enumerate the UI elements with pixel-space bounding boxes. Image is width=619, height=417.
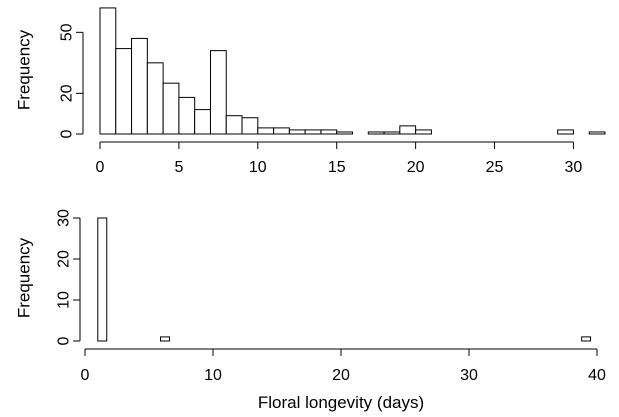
x-tick-label: 10 <box>249 159 267 176</box>
y-tick-label: 20 <box>56 250 73 268</box>
x-tick-label: 20 <box>407 159 425 176</box>
histogram-bar <box>588 131 606 135</box>
histogram-top: 0 5 10 15 20 25 30 0 20 50 Frequency <box>15 7 606 176</box>
histogram-bar <box>383 131 401 135</box>
y-tick-label: 0 <box>56 336 73 345</box>
y-tick-label: 10 <box>56 291 73 309</box>
histogram-bar <box>131 37 148 135</box>
x-tick-label: 10 <box>204 367 222 384</box>
x-tick-label: 40 <box>588 367 606 384</box>
x-tick-label: 0 <box>96 159 105 176</box>
histogram-bar <box>257 127 275 135</box>
histogram-bar <box>97 217 108 342</box>
y-axis-title: Frequency <box>15 237 34 318</box>
histogram-bar <box>415 129 432 135</box>
histogram-bar <box>320 129 338 135</box>
x-tick-label: 5 <box>174 159 183 176</box>
histogram-bar <box>209 50 227 135</box>
x-tick-label: 15 <box>328 159 346 176</box>
histogram-bar <box>99 7 117 135</box>
histogram-bar <box>304 129 322 135</box>
y-tick-label: 0 <box>59 129 76 138</box>
histogram-bar <box>194 109 211 135</box>
y-tick-label: 30 <box>56 209 73 227</box>
histogram-bar <box>273 127 290 135</box>
x-axis-title: Floral longevity (days) <box>258 393 424 412</box>
histogram-bar <box>178 96 196 135</box>
x-tick-label: 0 <box>81 367 90 384</box>
histogram-bar <box>288 129 306 135</box>
histogram-bar <box>241 117 259 135</box>
histogram-bar <box>115 48 133 135</box>
histogram-bar <box>399 125 417 135</box>
histogram-bar <box>160 336 170 342</box>
histogram-bar <box>146 62 164 135</box>
x-tick-label: 25 <box>486 159 504 176</box>
x-tick-label: 20 <box>332 367 350 384</box>
histogram-bar <box>581 336 592 342</box>
histogram-bar <box>557 129 574 135</box>
y-tick-label: 50 <box>59 23 76 41</box>
histogram-bottom: 0 10 20 30 40 0 10 20 30 Frequency Floral longevit… <box>15 209 607 412</box>
x-tick-label: 30 <box>460 367 478 384</box>
histogram-bar <box>162 82 180 135</box>
histogram-bar <box>336 131 354 135</box>
y-axis-title: Frequency <box>15 29 34 110</box>
x-tick-label: 30 <box>565 159 583 176</box>
histogram-bar <box>225 115 243 135</box>
y-tick-label: 20 <box>59 84 76 102</box>
histogram-bar <box>367 131 385 135</box>
